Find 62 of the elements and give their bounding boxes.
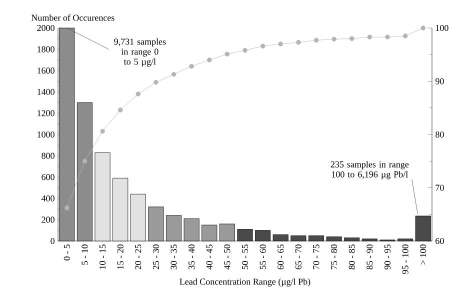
- point: [332, 36, 336, 42]
- y-tick-label: 1400: [38, 88, 54, 95]
- y-axis-title: Number of Occurences: [31, 14, 114, 21]
- y2-tick-label: 80: [436, 131, 444, 138]
- y-tick-label: 1600: [38, 68, 54, 74]
- point: [118, 108, 123, 112]
- x-tick-label: 90 - 95: [384, 244, 391, 270]
- y-tick-label: 800: [42, 152, 54, 159]
- y2-tick-label: 100: [436, 24, 448, 32]
- point: [296, 40, 301, 45]
- y-tick-label: 2000: [37, 24, 54, 32]
- point: [420, 26, 426, 30]
- x-tick-label: 35 - 40: [188, 244, 195, 270]
- x-tick-label: 40 - 45: [206, 244, 212, 270]
- point: [64, 206, 70, 210]
- x-tick-label: 70 - 75: [313, 244, 320, 270]
- point: [100, 128, 105, 134]
- annotation: 9,731 samples in range 0 to 5 µg/l: [114, 38, 166, 67]
- y-tick-label: 400: [41, 195, 54, 202]
- point: [171, 72, 176, 77]
- x-axis-title: Lead Concentration Range (µg/l Pb): [180, 278, 310, 287]
- y-tick-label: 1800: [38, 46, 54, 52]
- y2-tick-label: 70: [436, 184, 444, 191]
- y2-tick-label: 90: [435, 78, 444, 84]
- point: [82, 158, 88, 164]
- point: [314, 38, 319, 43]
- point: [402, 34, 408, 38]
- x-tick-label: 0 - 5: [64, 244, 70, 260]
- x-tick-label: > 100: [420, 244, 426, 265]
- point: [278, 42, 284, 46]
- point: [385, 34, 390, 40]
- x-tick-label: 15 - 20: [117, 244, 124, 269]
- x-tick-label: 85 - 90: [366, 244, 373, 270]
- y2-tick-label: 60: [436, 238, 444, 244]
- point: [260, 44, 266, 49]
- annotation: 235 samples in range 100 to 6,196 µg Pb/l: [330, 161, 409, 180]
- x-tick-label: 60 - 65: [278, 244, 284, 270]
- x-tick-label: 65 - 70: [295, 244, 302, 270]
- point: [206, 58, 212, 62]
- point: [224, 52, 230, 56]
- point: [189, 64, 194, 69]
- point: [367, 34, 372, 40]
- x-tick-label: 80 - 85: [348, 244, 355, 270]
- x-tick-label: 75 - 80: [331, 244, 338, 270]
- point: [136, 92, 141, 96]
- x-tick-label: 20 - 25: [135, 244, 142, 270]
- x-tick-label: 30 - 35: [170, 244, 177, 270]
- y-tick-label: 0: [50, 238, 54, 244]
- y-tick-label: 200: [42, 216, 54, 223]
- x-tick-label: 50 - 55: [242, 244, 248, 270]
- x-tick-label: 45 - 50: [224, 244, 230, 270]
- x-tick-label: 95 - 100: [402, 244, 408, 274]
- point: [242, 48, 248, 53]
- x-tick-label: 5 - 10: [82, 244, 88, 265]
- x-tick-label: 55 - 60: [260, 244, 266, 270]
- x-tick-label: 25 - 30: [152, 244, 159, 270]
- point: [349, 36, 354, 42]
- point: [154, 80, 158, 85]
- y-tick-label: 1200: [38, 110, 54, 116]
- x-tick-label: 10 - 15: [99, 244, 106, 269]
- y-tick-label: 600: [42, 174, 54, 180]
- y-tick-label: 1000: [38, 131, 54, 138]
